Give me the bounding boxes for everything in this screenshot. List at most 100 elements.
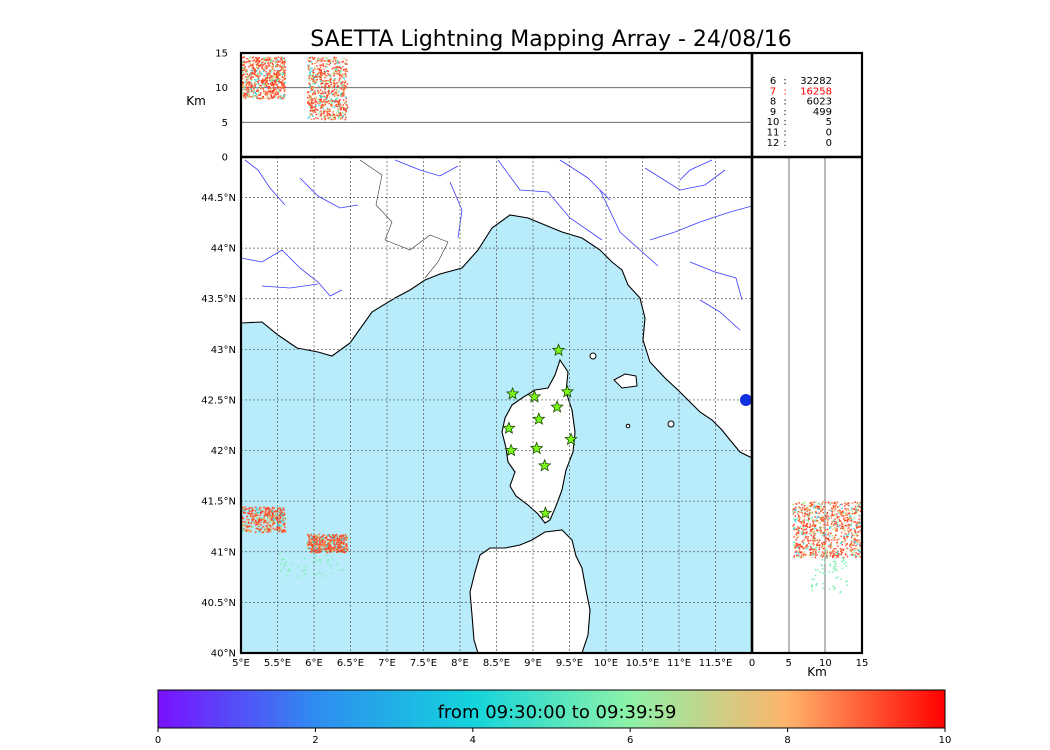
lightning-source-point	[844, 505, 846, 507]
lightning-source-point	[331, 541, 334, 543]
lightning-source-point	[307, 101, 309, 103]
lightning-source-point	[834, 528, 836, 531]
lightning-source-point	[265, 79, 268, 82]
lightning-source-point	[263, 69, 266, 72]
lightning-source-point	[831, 510, 833, 512]
lightning-source-point	[278, 522, 281, 524]
lightning-source-point	[308, 543, 310, 546]
lightning-source-point	[833, 550, 835, 553]
lightning-source-point	[310, 542, 313, 544]
lightning-source-point	[308, 102, 310, 104]
lightning-source-point	[255, 75, 258, 77]
lightning-source-point	[817, 530, 819, 533]
colorbar-tick-label: 8	[784, 735, 790, 746]
lightning-source-point	[339, 95, 342, 97]
lightning-source-point	[835, 523, 838, 525]
lightning-source-point	[334, 115, 336, 117]
lightning-source-point	[272, 511, 274, 514]
lightning-source-point	[266, 94, 269, 97]
lightning-source-point	[831, 571, 834, 573]
lightning-source-point	[312, 78, 314, 81]
lightning-source-point	[336, 114, 338, 117]
lightning-source-point	[798, 547, 800, 549]
lightning-source-point	[322, 92, 324, 95]
lightning-source-point	[815, 529, 818, 531]
lightning-source-point	[283, 522, 286, 525]
lightning-source-point	[326, 113, 328, 116]
lightning-source-point	[330, 548, 333, 551]
lightning-source-point	[308, 104, 310, 106]
lightning-source-point	[256, 511, 259, 514]
lightning-source-point	[844, 553, 847, 556]
lightning-source-point	[835, 521, 837, 523]
lightning-source-point	[272, 84, 274, 86]
lightning-source-point	[283, 94, 285, 96]
lightning-source-point	[244, 510, 246, 512]
lightning-source-point	[342, 99, 345, 101]
lightning-source-point	[244, 506, 246, 508]
lightning-source-point	[801, 544, 803, 547]
lightning-source-point	[314, 108, 317, 110]
lightning-source-point	[323, 545, 326, 548]
lightning-source-point	[276, 510, 278, 513]
lightning-source-point	[249, 81, 251, 84]
lightning-source-point	[799, 543, 801, 546]
lightning-source-point	[833, 505, 836, 508]
lightning-source-point	[812, 505, 815, 507]
lightning-source-point	[798, 518, 801, 520]
lightning-source-point	[310, 541, 312, 543]
lightning-source-point	[847, 502, 849, 504]
lightning-source-point	[257, 526, 260, 528]
lightning-source-point	[257, 72, 260, 75]
lightning-source-point	[801, 546, 804, 548]
lightning-source-point	[276, 91, 278, 93]
lightning-source-point	[814, 533, 816, 535]
lightning-source-point	[279, 69, 281, 72]
lightning-source-point	[241, 82, 244, 84]
lightning-source-point	[844, 519, 847, 522]
lightning-source-point	[311, 76, 314, 78]
lightning-source-point	[847, 534, 849, 536]
lightning-source-point	[265, 524, 267, 527]
lightning-source-point	[266, 75, 269, 77]
lightning-source-point	[256, 507, 258, 509]
lightning-source-point	[339, 65, 341, 68]
lightning-source-point	[841, 531, 843, 534]
lightning-source-point	[283, 84, 285, 86]
lightning-source-point	[340, 93, 342, 95]
lightning-source-point	[320, 82, 323, 84]
lightning-source-point	[313, 77, 315, 79]
lightning-source-point	[329, 114, 331, 116]
lightning-source-point	[327, 59, 329, 61]
lightning-source-point	[806, 514, 808, 516]
lightning-source-point	[279, 520, 281, 522]
lightning-source-point	[259, 519, 261, 521]
lightning-source-point	[339, 118, 342, 120]
lightning-source-point	[330, 73, 332, 76]
lightning-source-point	[269, 60, 271, 63]
lightning-source-point	[250, 87, 253, 89]
lightning-source-point	[314, 110, 316, 113]
lightning-source-point	[846, 547, 848, 550]
lightning-source-point	[814, 519, 817, 521]
lightning-source-point	[320, 73, 322, 75]
lightning-source-point	[277, 79, 279, 81]
lightning-source-point	[241, 530, 244, 533]
lightning-source-point	[322, 542, 325, 545]
lightning-source-point	[312, 544, 314, 547]
lightning-source-point	[799, 545, 802, 548]
lightning-source-point	[242, 524, 244, 526]
lightning-source-point	[859, 503, 861, 505]
lightning-source-point	[265, 59, 268, 61]
lightning-source-point	[311, 70, 313, 72]
lightning-source-point	[311, 81, 314, 83]
lightning-source-point	[277, 524, 280, 527]
lightning-source-point	[320, 92, 322, 95]
lightning-source-point	[282, 521, 284, 524]
lightning-source-point	[338, 105, 340, 107]
lightning-source-point	[317, 75, 319, 78]
lightning-source-point	[803, 521, 805, 523]
lightning-source-point	[309, 56, 312, 59]
lightning-source-point	[326, 551, 329, 554]
